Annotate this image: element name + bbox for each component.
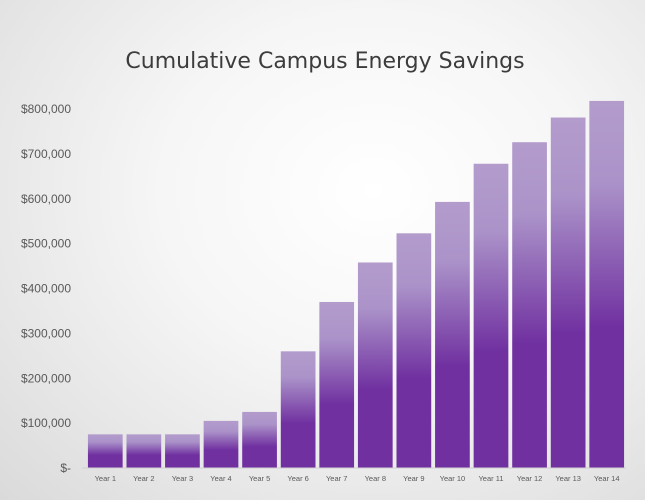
bars-layer [87,100,625,469]
x-tick-label: Year 13 [555,474,581,483]
x-tick-label: Year 1 [95,474,116,483]
y-axis: $- $100,000 $200,000 $300,000 $400,000 $500,0… [21,102,71,475]
y-tick-label: $- [60,461,71,475]
bar-year-13 [550,117,586,468]
bar-year-5 [242,411,277,468]
x-tick-label: Year 12 [517,474,543,483]
bar-year-7 [319,301,355,468]
x-tick-label: Year 10 [440,474,466,483]
bar-year-9 [396,233,432,468]
y-tick-label: $700,000 [21,147,71,161]
x-tick-label: Year 5 [249,474,270,483]
bar-year-8 [357,262,393,468]
x-tick-label: Year 7 [326,474,347,483]
x-tick-label: Year 11 [478,474,503,483]
y-tick-label: $600,000 [21,192,71,206]
chart-title: Cumulative Campus Energy Savings [125,49,524,74]
bar-year-6 [280,351,316,468]
y-tick-label: $300,000 [21,326,71,340]
bar-year-12 [512,142,547,468]
x-tick-label: Year 6 [287,474,308,483]
x-axis: Year 1 Year 2 Year 3 Year 4 Year 5 Year 6 Year… [95,474,620,483]
x-tick-label: Year 3 [172,474,193,483]
y-tick-label: $200,000 [21,371,71,385]
bar-year-1 [87,434,123,468]
x-tick-label: Year 2 [133,474,154,483]
y-tick-label: $400,000 [21,282,71,296]
bar-year-2 [126,434,162,468]
x-tick-label: Year 4 [210,474,231,483]
y-tick-label: $500,000 [21,237,71,251]
x-tick-label: Year 8 [365,474,386,483]
bar-year-4 [203,420,239,468]
bar-year-10 [435,201,470,468]
y-tick-label: $800,000 [21,102,71,116]
bar-year-3 [165,434,200,468]
bar-year-11 [473,163,509,468]
y-tick-label: $100,000 [21,416,71,430]
x-tick-label: Year 9 [403,474,424,483]
x-tick-label: Year 14 [594,474,620,483]
bar-year-14 [589,100,625,469]
